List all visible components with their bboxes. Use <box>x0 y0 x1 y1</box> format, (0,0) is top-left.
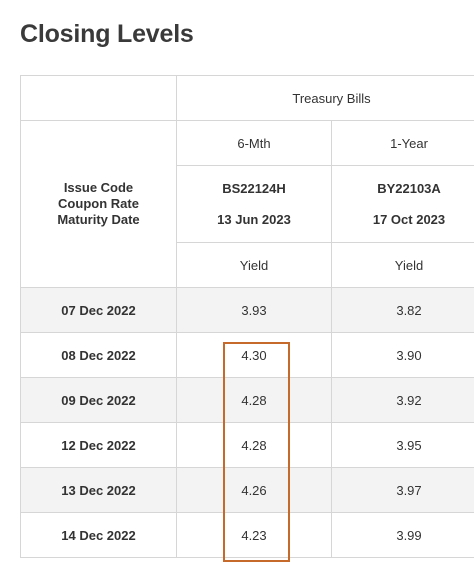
issue-code-6mth: BS22124H <box>177 181 331 196</box>
yield-6mth: 4.28 <box>177 423 332 468</box>
row-date: 14 Dec 2022 <box>21 513 177 558</box>
yield-6mth: 4.23 <box>177 513 332 558</box>
table-row: 14 Dec 2022 4.23 3.99 <box>21 513 474 558</box>
measure-header-1year: Yield <box>332 243 474 288</box>
table-row: 13 Dec 2022 4.26 3.97 <box>21 468 474 513</box>
page-title: Closing Levels <box>20 20 194 49</box>
maturity-date-1year: 17 Oct 2023 <box>332 212 474 227</box>
table-row: 08 Dec 2022 4.30 3.90 <box>21 333 474 378</box>
table-row: 12 Dec 2022 4.28 3.95 <box>21 423 474 468</box>
issue-code-1year: BY22103A <box>332 181 474 196</box>
yield-1year: 3.90 <box>332 333 474 378</box>
row-date: 09 Dec 2022 <box>21 378 177 423</box>
closing-levels-table: Treasury Bills Issue Code Coupon Rate Ma… <box>20 75 474 558</box>
yield-6mth: 4.28 <box>177 378 332 423</box>
yield-6mth: 3.93 <box>177 288 332 333</box>
tenor-header-row: Issue Code Coupon Rate Maturity Date 6-M… <box>21 121 474 166</box>
group-header-row: Treasury Bills <box>21 76 474 121</box>
row-date: 12 Dec 2022 <box>21 423 177 468</box>
stub-issue-code-label: Issue Code <box>21 180 176 196</box>
group-header-treasury-bills: Treasury Bills <box>177 76 474 121</box>
yield-1year: 3.82 <box>332 288 474 333</box>
yield-1year: 3.92 <box>332 378 474 423</box>
row-date: 13 Dec 2022 <box>21 468 177 513</box>
yield-6mth: 4.26 <box>177 468 332 513</box>
row-date: 08 Dec 2022 <box>21 333 177 378</box>
yield-1year: 3.95 <box>332 423 474 468</box>
maturity-date-6mth: 13 Jun 2023 <box>177 212 331 227</box>
tenor-header-6mth: 6-Mth <box>177 121 332 166</box>
yield-6mth: 4.30 <box>177 333 332 378</box>
tenor-header-1year: 1-Year <box>332 121 474 166</box>
issue-info-1year: BY22103A 17 Oct 2023 <box>332 166 474 243</box>
yield-1year: 3.99 <box>332 513 474 558</box>
table-row: 07 Dec 2022 3.93 3.82 <box>21 288 474 333</box>
issue-info-6mth: BS22124H 13 Jun 2023 <box>177 166 332 243</box>
stub-maturity-date-label: Maturity Date <box>21 212 176 228</box>
yield-1year: 3.97 <box>332 468 474 513</box>
stub-coupon-rate-label: Coupon Rate <box>21 196 176 212</box>
table-row: 09 Dec 2022 4.28 3.92 <box>21 378 474 423</box>
stub-header-cell: Issue Code Coupon Rate Maturity Date <box>21 121 177 288</box>
row-date: 07 Dec 2022 <box>21 288 177 333</box>
measure-header-6mth: Yield <box>177 243 332 288</box>
empty-corner-cell <box>21 76 177 121</box>
